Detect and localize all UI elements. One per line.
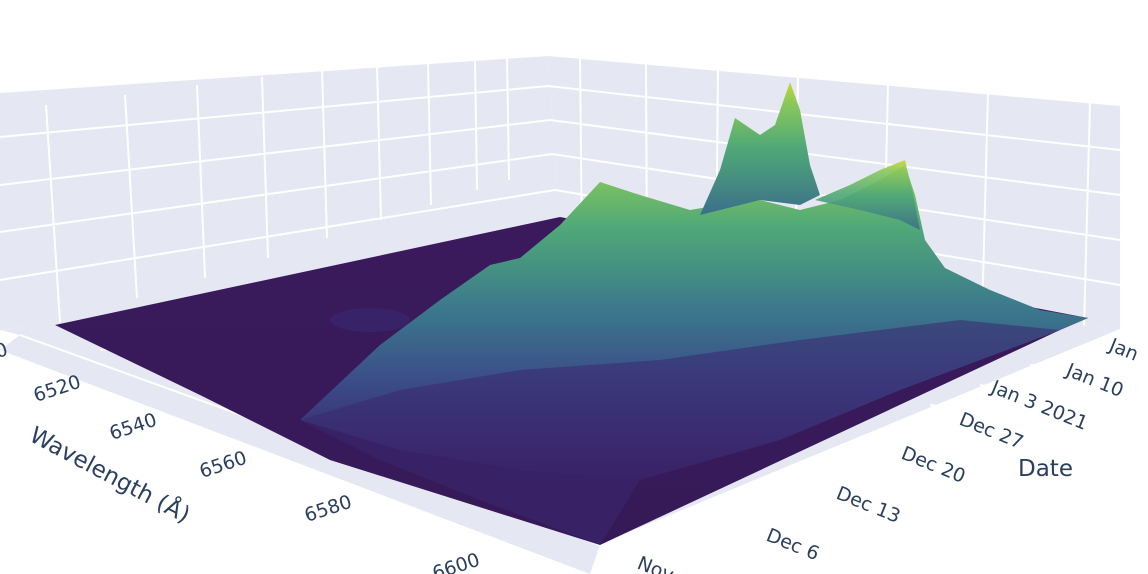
- surface-mesh[interactable]: [55, 82, 1088, 545]
- y-tick: Dec 13: [833, 482, 903, 527]
- x-tick: 6560: [197, 447, 250, 483]
- x-tick: 00: [0, 338, 11, 366]
- x-tick: 6520: [31, 371, 84, 407]
- surface-bump: [330, 308, 410, 332]
- x-tick: 6600: [430, 549, 483, 574]
- x-tick: 6540: [107, 409, 160, 445]
- y-tick: Dec 6: [763, 524, 822, 565]
- surface-foreground: [300, 320, 1060, 545]
- y-tick: Jan: [1105, 334, 1141, 366]
- surface-secondary-peak: [815, 160, 920, 230]
- y-tick: Jan 10: [1062, 359, 1126, 402]
- surface-spike: [700, 82, 820, 215]
- x-tick: 6580: [302, 491, 355, 527]
- y-axis-title: Date: [1018, 456, 1073, 482]
- y-tick: Dec 20: [898, 442, 968, 487]
